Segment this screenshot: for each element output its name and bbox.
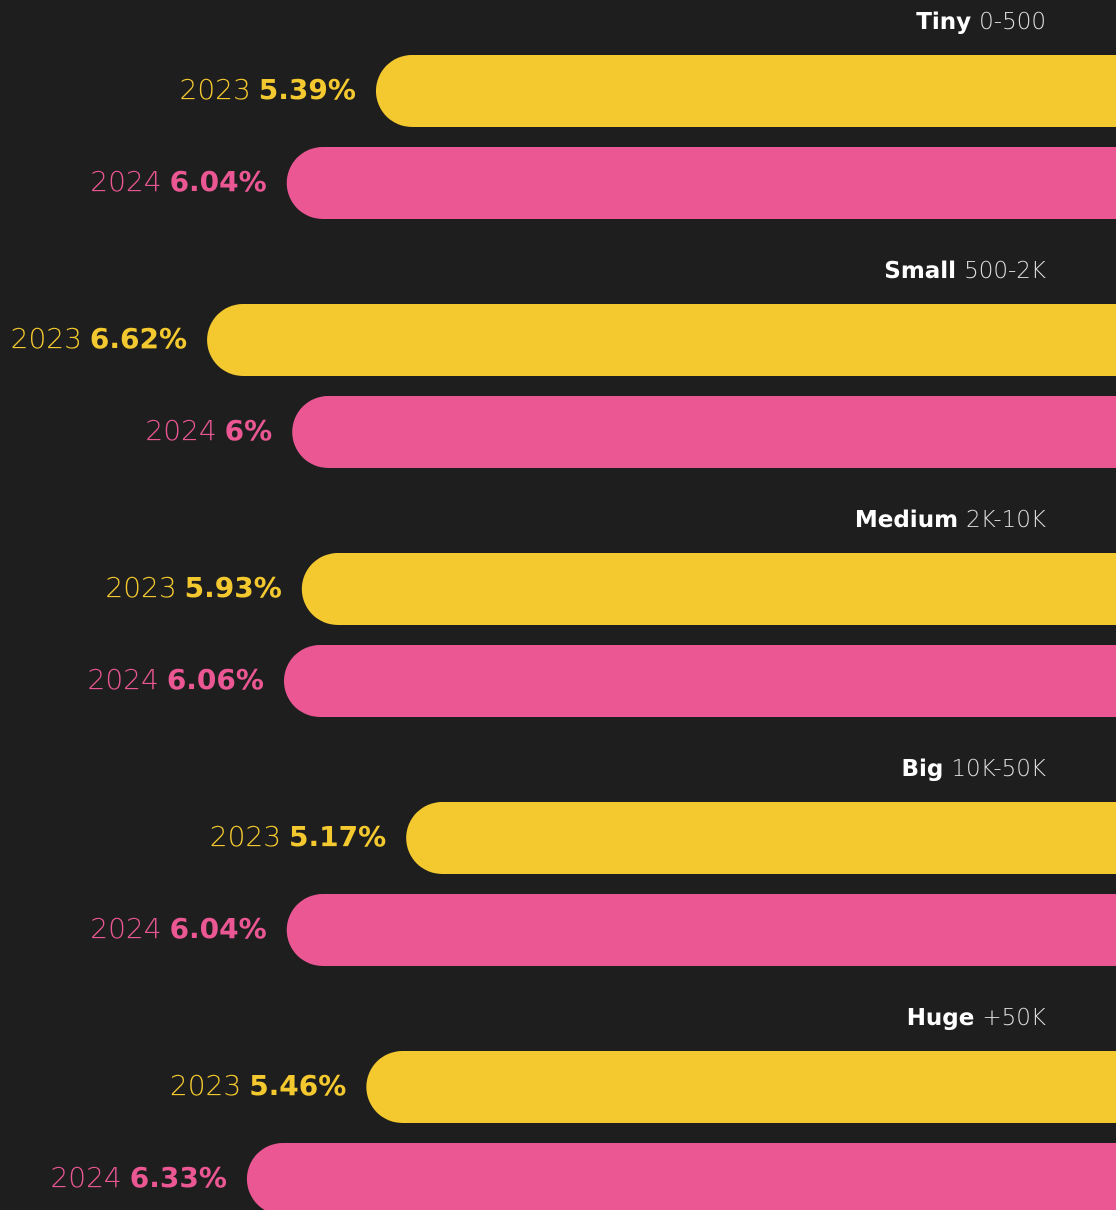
- group-label: Tiny 0-500: [916, 9, 1046, 35]
- series-name: 2023: [11, 322, 82, 355]
- series-name: 2024: [50, 1161, 121, 1194]
- group-range: 10K-50K: [951, 756, 1046, 782]
- value-label: 6.62%: [90, 322, 187, 355]
- bar: [301, 553, 1116, 625]
- bar-label: 2024 6.04%: [90, 912, 266, 945]
- bar: [207, 304, 1116, 376]
- group-name: Huge: [907, 1005, 975, 1031]
- bar: [283, 645, 1116, 717]
- bar-label: 2023 5.46%: [170, 1069, 346, 1102]
- group-range: +50K: [982, 1005, 1046, 1031]
- group-label: Medium 2K-10K: [855, 507, 1046, 533]
- group-name: Medium: [855, 507, 958, 533]
- bar: [366, 1051, 1116, 1123]
- bar-label: 2024 6.33%: [50, 1161, 226, 1194]
- group-range: 0-500: [979, 9, 1046, 35]
- group-label: Small 500-2K: [884, 258, 1046, 284]
- value-label: 5.46%: [249, 1069, 346, 1102]
- group-range: 2K-10K: [966, 507, 1046, 533]
- value-label: 5.39%: [259, 73, 356, 106]
- group-range: 500-2K: [964, 258, 1046, 284]
- bar-label: 2024 6.06%: [88, 663, 264, 696]
- bar: [406, 802, 1116, 874]
- series-name: 2023: [170, 1069, 241, 1102]
- group-name: Big: [902, 756, 944, 782]
- series-name: 2024: [88, 663, 159, 696]
- value-label: 6.33%: [130, 1161, 227, 1194]
- bar: [375, 55, 1116, 127]
- group-label: Huge +50K: [907, 1005, 1046, 1031]
- group-name: Tiny: [916, 9, 971, 35]
- bar: [286, 147, 1116, 219]
- bar: [292, 396, 1116, 468]
- series-name: 2023: [210, 820, 281, 853]
- bar-label: 2023 5.93%: [105, 571, 281, 604]
- series-name: 2024: [145, 414, 216, 447]
- value-label: 6.04%: [170, 165, 267, 198]
- bar: [286, 894, 1116, 966]
- bar-label: 2024 6.04%: [90, 165, 266, 198]
- group-name: Small: [884, 258, 956, 284]
- bar-label: 2023 6.62%: [11, 322, 187, 355]
- value-label: 6%: [225, 414, 273, 447]
- series-name: 2024: [90, 165, 161, 198]
- bar: [246, 1143, 1116, 1210]
- value-label: 6.06%: [167, 663, 264, 696]
- bar-label: 2024 6%: [145, 414, 272, 447]
- bar-label: 2023 5.17%: [210, 820, 386, 853]
- series-name: 2023: [180, 73, 251, 106]
- value-label: 6.04%: [170, 912, 267, 945]
- value-label: 5.17%: [289, 820, 386, 853]
- group-label: Big 10K-50K: [902, 756, 1046, 782]
- series-name: 2023: [105, 571, 176, 604]
- value-label: 5.93%: [185, 571, 282, 604]
- bar-label: 2023 5.39%: [180, 73, 356, 106]
- series-name: 2024: [90, 912, 161, 945]
